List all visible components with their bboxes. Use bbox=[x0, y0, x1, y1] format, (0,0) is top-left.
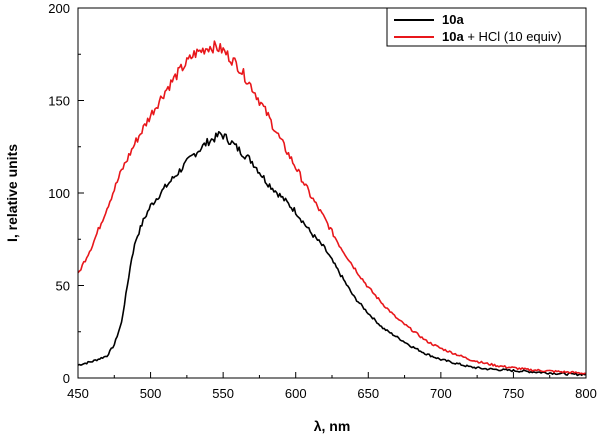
legend-box bbox=[386, 7, 587, 47]
x-tick-label: 700 bbox=[430, 386, 452, 401]
legend-entry-10a: 10a bbox=[442, 12, 464, 27]
x-tick-label: 450 bbox=[67, 386, 89, 401]
y-axis-title: I, relative units bbox=[4, 144, 20, 242]
legend-entry-10a-hcl-rest: + HCl (10 equiv) bbox=[464, 29, 562, 44]
x-tick-label: 600 bbox=[285, 386, 307, 401]
x-tick-label: 650 bbox=[357, 386, 379, 401]
legend-entry-10a-hcl: 10a + HCl (10 equiv) bbox=[442, 29, 562, 44]
legend-entry-10a-bold: 10a bbox=[442, 12, 464, 27]
y-tick-label: 200 bbox=[48, 1, 70, 16]
x-tick-label: 800 bbox=[575, 386, 597, 401]
series-layer bbox=[77, 40, 587, 377]
x-tick-label: 500 bbox=[140, 386, 162, 401]
tick-layer: 450 500 550 600 650 700 750 800 0 50 100 150 200 bbox=[48, 1, 597, 401]
y-tick-label: 150 bbox=[48, 94, 70, 109]
y-tick-label: 100 bbox=[48, 186, 70, 201]
x-tick-label: 550 bbox=[212, 386, 234, 401]
y-tick-label: 50 bbox=[56, 279, 70, 294]
legend-entry-10a-hcl-bold: 10a bbox=[442, 29, 464, 44]
series-line-10a-hcl bbox=[77, 40, 587, 375]
x-axis-title: λ, nm bbox=[314, 418, 351, 434]
legend: 10a 10a + HCl (10 equiv) bbox=[386, 7, 587, 47]
x-tick-label: 750 bbox=[503, 386, 525, 401]
series-line-10a bbox=[77, 130, 587, 377]
y-tick-label: 0 bbox=[63, 371, 70, 386]
